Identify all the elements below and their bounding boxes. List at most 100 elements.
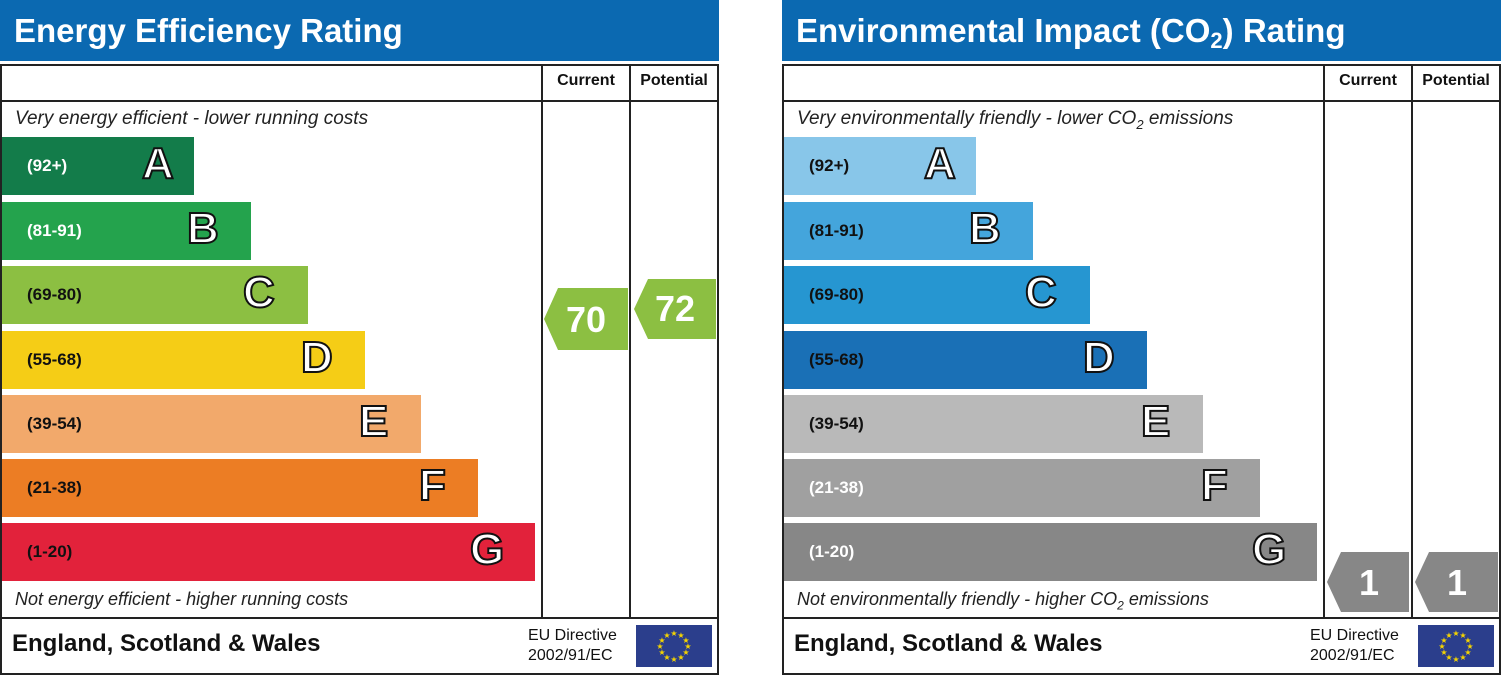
band-g: (1-20) G <box>2 523 535 581</box>
svg-text:★: ★ <box>677 653 684 662</box>
eu-directive-label: EU Directive <box>1310 627 1399 644</box>
svg-text:★: ★ <box>682 648 689 657</box>
band-letter: G <box>469 524 505 575</box>
band-range: (69-80) <box>809 285 864 304</box>
divider <box>629 64 631 619</box>
divider <box>782 617 1501 619</box>
eu-stars-icon: ★ ★★ ★★★ ★★★ ★★★ <box>656 629 691 664</box>
band-range: (55-68) <box>809 350 864 369</box>
eu-flag-icon: ★ ★ ★ ★ ★ ★ ★ ★ ★ ★ ★ ★ <box>1418 625 1494 667</box>
band-letter: D <box>300 332 334 383</box>
band-range: (92+) <box>809 156 850 175</box>
band-d: (55-68) D <box>2 331 365 389</box>
band-range: (81-91) <box>27 221 82 240</box>
band-letter: E <box>1140 396 1171 447</box>
band-letter: G <box>1251 524 1287 575</box>
bottom-caption: Not energy efficient - higher running co… <box>15 589 349 609</box>
eu-directive-number: 2002/91/EC <box>528 647 613 664</box>
svg-text:★: ★ <box>1445 653 1452 662</box>
top-caption: Very energy efficient - lower running co… <box>15 108 369 129</box>
divider <box>1411 64 1413 619</box>
band-range: (55-68) <box>27 350 82 369</box>
band-range: (21-38) <box>809 478 864 497</box>
divider <box>782 100 1501 102</box>
energy-panel-title: Energy Efficiency Rating <box>0 0 719 61</box>
band-c: (69-80) C <box>2 266 308 324</box>
band-b: (81-91) B <box>784 202 1033 260</box>
potential-rating-arrow-shape <box>1415 552 1498 612</box>
svg-text:★: ★ <box>1464 648 1471 657</box>
svg-text:★: ★ <box>670 629 677 638</box>
eu-directive-text: EU Directive 2002/91/EC <box>1310 626 1399 666</box>
potential-rating-arrow: 72 <box>634 279 716 339</box>
band-range: (39-54) <box>809 414 864 433</box>
band-a: (92+) A <box>2 137 194 195</box>
potential-rating-value: 1 <box>1447 562 1467 603</box>
svg-text:★: ★ <box>663 631 670 640</box>
divider <box>541 64 543 619</box>
svg-text:★: ★ <box>677 631 684 640</box>
column-header-potential: Potential <box>640 72 708 89</box>
current-rating-arrow: 1 <box>1327 552 1409 612</box>
svg-text:★: ★ <box>1466 642 1473 651</box>
svg-text:★: ★ <box>1452 629 1459 638</box>
band-range: (92+) <box>27 156 68 175</box>
band-letter: B <box>186 203 220 254</box>
current-rating-arrow-shape <box>544 288 628 350</box>
energy-panel-frame <box>0 64 719 675</box>
current-rating-value: 1 <box>1359 562 1379 603</box>
environmental-panel-title: Environmental Impact (CO2) Rating <box>782 0 1501 61</box>
band-b: (81-91) B <box>2 202 251 260</box>
svg-text:★: ★ <box>682 636 689 645</box>
svg-text:★: ★ <box>658 648 665 657</box>
band-letter: A <box>923 138 957 189</box>
current-rating-value: 70 <box>566 299 606 340</box>
svg-text:★: ★ <box>1438 642 1445 651</box>
svg-text:★: ★ <box>1440 636 1447 645</box>
footer-country: England, Scotland & Wales <box>794 630 1103 657</box>
potential-rating-value: 72 <box>655 288 695 329</box>
band-letter: D <box>1082 332 1116 383</box>
band-a: (92+) A <box>784 137 976 195</box>
band-range: (81-91) <box>809 221 864 240</box>
column-header-current: Current <box>557 72 615 89</box>
top-caption: Very environmentally friendly - lower CO… <box>797 108 1234 132</box>
divider <box>0 100 719 102</box>
band-g: (1-20) G <box>784 523 1317 581</box>
svg-text:★: ★ <box>658 636 665 645</box>
band-range: (21-38) <box>27 478 82 497</box>
band-f: (21-38) F <box>2 459 478 517</box>
band-range: (1-20) <box>27 542 73 561</box>
band-range: (39-54) <box>27 414 82 433</box>
svg-text:★: ★ <box>1452 655 1459 664</box>
band-letter: F <box>1200 460 1229 511</box>
eu-flag-icon: ★ ★ ★ ★ ★ ★ ★ ★ ★ ★ ★ ★ <box>636 625 712 667</box>
svg-text:★: ★ <box>656 642 663 651</box>
svg-text:★: ★ <box>663 653 670 662</box>
svg-text:★: ★ <box>684 642 691 651</box>
column-header-potential: Potential <box>1422 72 1490 89</box>
column-header-current: Current <box>1339 72 1397 89</box>
band-c: (69-80) C <box>784 266 1090 324</box>
band-range: (69-80) <box>27 285 82 304</box>
band-letter: C <box>1024 267 1058 318</box>
band-letter: F <box>418 460 447 511</box>
bottom-caption: Not environmentally friendly - higher CO… <box>797 589 1209 613</box>
band-e: (39-54) E <box>2 395 421 453</box>
svg-text:★: ★ <box>1464 636 1471 645</box>
band-letter: A <box>141 138 175 189</box>
svg-text:★: ★ <box>1459 631 1466 640</box>
band-letter: B <box>968 203 1002 254</box>
band-letter: C <box>242 267 276 318</box>
footer-country: England, Scotland & Wales <box>12 630 321 657</box>
band-letter: E <box>358 396 389 447</box>
band-e: (39-54) E <box>784 395 1203 453</box>
divider <box>1323 64 1325 619</box>
potential-rating-arrow: 1 <box>1415 552 1498 612</box>
band-f: (21-38) F <box>784 459 1260 517</box>
eu-directive-text: EU Directive 2002/91/EC <box>528 626 617 666</box>
eu-stars-icon: ★ ★★ ★★★ ★★★ ★★★ <box>1438 629 1473 664</box>
svg-text:★: ★ <box>1459 653 1466 662</box>
energy-efficiency-panel: Energy Efficiency Rating Current Potenti… <box>0 0 719 675</box>
band-d: (55-68) D <box>784 331 1147 389</box>
